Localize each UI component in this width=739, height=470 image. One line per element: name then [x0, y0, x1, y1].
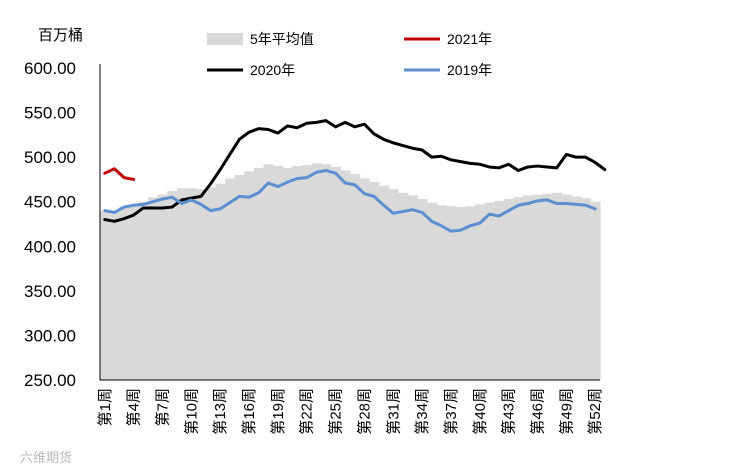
- y-tick-label: 400.00: [24, 237, 76, 256]
- legend-label-avg5: 5年平均值: [250, 31, 314, 47]
- series-line-y2020: [103, 119, 607, 223]
- avg5-bar: [503, 199, 515, 380]
- x-tick-label: 第13周: [211, 388, 229, 435]
- avg5-bar: [119, 207, 130, 380]
- x-tick-label: 第28周: [355, 388, 373, 435]
- x-tick-label: 第16周: [240, 388, 258, 435]
- series-line-y2019: [103, 169, 597, 233]
- avg5-bar: [205, 187, 216, 380]
- avg5-bar: [523, 195, 534, 380]
- x-tick-label: 第10周: [182, 388, 200, 435]
- avg5-bar: [417, 199, 428, 380]
- x-tick-label: 第1周: [96, 388, 114, 426]
- x-tick-label: 第49周: [557, 388, 575, 435]
- avg5-bar: [321, 164, 332, 380]
- avg5-bar: [109, 212, 120, 380]
- series-avg5: [100, 163, 601, 380]
- avg5-bar: [215, 183, 226, 380]
- avg5-bar: [282, 167, 293, 380]
- avg5-bar: [426, 202, 438, 380]
- avg5-bar: [244, 171, 255, 380]
- avg5-bar: [128, 205, 140, 380]
- x-tick-label: 第34周: [413, 388, 431, 435]
- avg5-bar: [340, 170, 351, 380]
- avg5-bar: [494, 200, 505, 380]
- avg5-bar: [446, 206, 457, 380]
- avg5-bar: [369, 182, 380, 380]
- legend-swatch-avg5: [207, 33, 243, 45]
- avg5-bar: [225, 178, 236, 380]
- plot-area: [100, 119, 607, 380]
- y-tick-label: 450.00: [24, 193, 76, 212]
- y-axis-ticks: 250.00 300.00 350.00 400.00 450.00 500.00 550.…: [24, 59, 76, 390]
- legend-label-2020: 2020年: [250, 62, 295, 78]
- avg5-bar: [157, 194, 168, 380]
- avg5-bar: [359, 178, 370, 380]
- avg5-bar: [571, 196, 582, 380]
- avg5-bar: [542, 193, 553, 380]
- y-tick-label: 350.00: [24, 282, 76, 301]
- x-tick-label: 第46周: [529, 388, 547, 435]
- y-tick-label: 250.00: [24, 371, 76, 390]
- avg5-bar: [590, 201, 601, 380]
- x-tick-label: 第7周: [154, 388, 172, 426]
- avg5-bar: [196, 189, 207, 380]
- avg5-bar: [398, 192, 409, 380]
- avg5-bar: [148, 197, 159, 380]
- avg5-bar: [301, 165, 313, 380]
- avg5-bar: [253, 167, 265, 380]
- avg5-bar: [484, 202, 495, 380]
- x-tick-label: 第43周: [500, 388, 518, 435]
- x-axis-ticks: 第1周 第4周 第7周 第10周 第13周 第16周 第19周 第22周 第25周 第28周 第31…: [96, 388, 604, 435]
- y-tick-label: 300.00: [24, 326, 76, 345]
- avg5-bar: [234, 174, 245, 380]
- avg5-bar: [407, 195, 418, 380]
- avg5-bar: [350, 174, 361, 380]
- series-line-y2021: [103, 167, 136, 181]
- avg5-bar: [455, 207, 466, 380]
- legend-label-2019: 2019年: [447, 62, 492, 78]
- axes: [99, 64, 600, 381]
- x-tick-label: 第40周: [471, 388, 489, 435]
- avg5-bar: [513, 197, 524, 380]
- avg5-bar: [311, 163, 322, 380]
- avg5-bar: [100, 210, 111, 380]
- watermark: 六维期货: [20, 450, 72, 465]
- avg5-bar: [167, 191, 178, 380]
- avg5-bar: [378, 185, 390, 380]
- avg5-bar: [580, 198, 591, 380]
- y-tick-label: 550.00: [24, 104, 76, 123]
- y-tick-label: 600.00: [24, 59, 76, 78]
- x-tick-label: 第52周: [586, 388, 604, 435]
- legend: 5年平均值 2021年 2020年 2019年: [207, 31, 492, 78]
- avg5-bar: [465, 206, 476, 380]
- avg5-bar: [176, 188, 188, 380]
- avg5-bar: [292, 166, 303, 380]
- avg5-bar: [138, 201, 149, 380]
- y-unit-label: 百万桶: [38, 27, 83, 44]
- avg5-bar: [475, 204, 486, 380]
- legend-label-2021: 2021年: [447, 31, 492, 47]
- avg5-bar: [273, 166, 284, 380]
- x-tick-label: 第31周: [384, 388, 402, 435]
- x-tick-label: 第22周: [298, 388, 316, 435]
- avg5-bar: [330, 166, 341, 380]
- x-tick-label: 第25周: [327, 388, 345, 435]
- avg5-bar: [186, 188, 197, 380]
- avg5-bar: [388, 189, 399, 380]
- x-tick-label: 第19周: [269, 388, 287, 435]
- x-tick-label: 第37周: [442, 388, 460, 435]
- avg5-bar: [561, 194, 572, 380]
- y-tick-label: 500.00: [24, 148, 76, 167]
- avg5-bar: [436, 205, 447, 380]
- x-tick-label: 第4周: [125, 388, 143, 426]
- avg5-bar: [532, 194, 543, 380]
- avg5-bar: [263, 164, 274, 380]
- avg5-bar: [551, 192, 563, 380]
